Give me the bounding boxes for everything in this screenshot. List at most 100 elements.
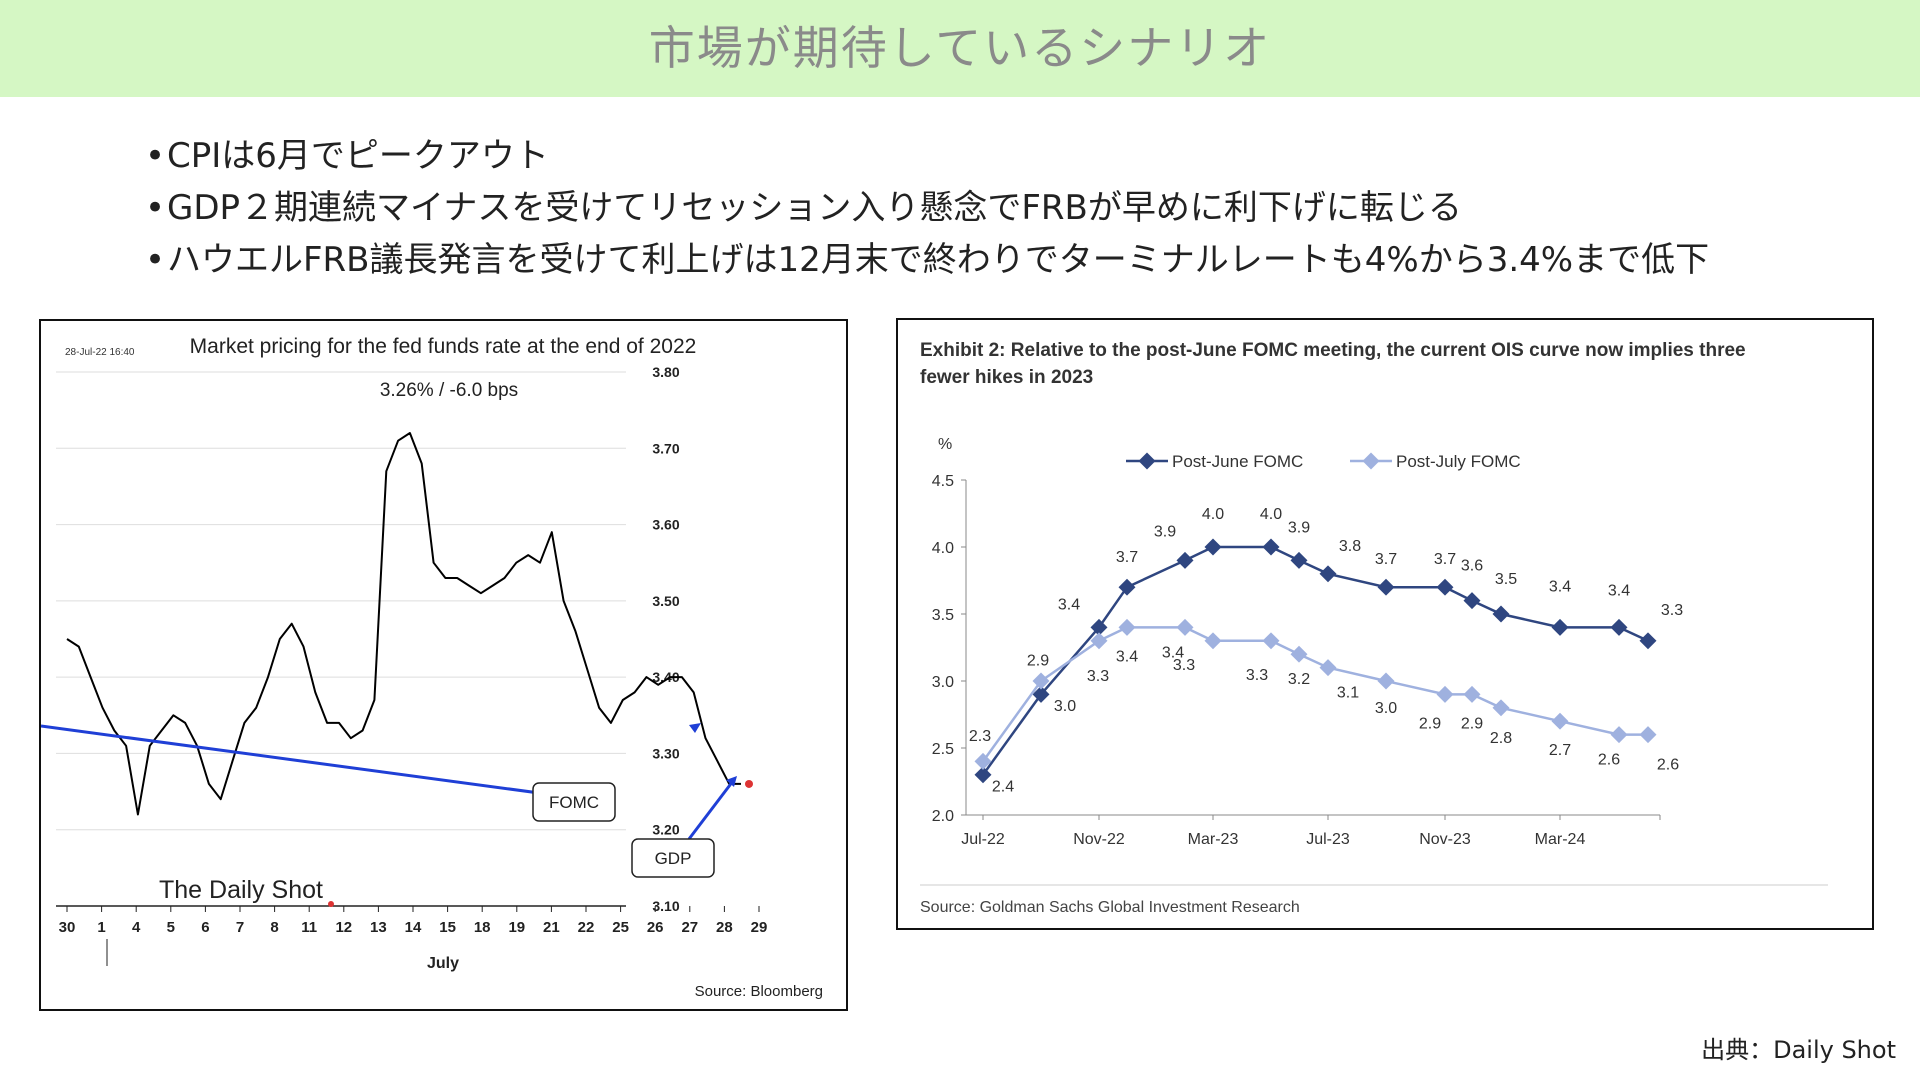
data-point [1551,712,1569,730]
data-label: 4.0 [1202,506,1224,523]
chart-title: Market pricing for the fed funds rate at… [190,335,697,358]
x-tick-label: 28 [716,919,733,936]
data-point [1262,538,1280,556]
chart-subtitle: 3.26% / -6.0 bps [380,380,518,401]
data-label: 3.7 [1116,549,1138,566]
data-label: 3.8 [1339,538,1361,555]
data-point [1118,578,1136,596]
data-label: 2.8 [1490,730,1512,747]
legend-label: Post-July FOMC [1396,452,1521,471]
x-tick-label: Mar-23 [1188,831,1239,848]
bullet-text: GDP２期連続マイナスを受けてリセッション入り懸念でFRBが早めに利下げに転じる [167,188,1462,228]
data-point [1463,685,1481,703]
x-tick-label: 1 [97,919,105,936]
last-value-dot [745,779,753,788]
data-label: 3.3 [1173,657,1195,674]
data-label: 2.9 [1461,715,1483,732]
fomc-arrow [40,724,607,804]
fomc-label-box [532,782,616,822]
data-label: 3.1 [1337,685,1359,702]
gdp-arrow-head-icon [726,776,737,787]
series [66,432,753,816]
data-label: 4.0 [1260,506,1282,523]
data-label: 3.9 [1154,523,1176,540]
data-point [974,766,992,784]
data-label: 2.9 [1027,652,1049,669]
data-label: 2.6 [1598,752,1620,769]
x-tick-label: 5 [167,919,175,936]
x-tick-label: 6 [201,919,209,936]
x-tick-label: Nov-23 [1419,831,1471,848]
y-tick-label: 2.5 [932,741,954,758]
x-tick-label: 19 [508,919,525,936]
data-point [1290,645,1308,663]
data-point [1377,672,1395,690]
bullet-list: •CPIは6月でピークアウト •GDP２期連続マイナスを受けてリセッション入り懸… [145,130,1709,286]
legend-label: Post-June FOMC [1172,452,1303,471]
data-point [1610,618,1628,636]
y-axis-unit: % [938,436,952,453]
data-label: 3.3 [1661,602,1683,619]
series-line [981,545,1649,776]
bullet-dot-icon: • [145,240,166,280]
fomc-label: FOMC [549,793,599,812]
data-label: 3.2 [1288,671,1310,688]
data-point [1319,565,1337,583]
ois-curve-chart-panel: Exhibit 2: Relative to the post-June FOM… [896,318,1874,930]
legend-marker-icon [1362,452,1380,470]
grid [56,371,626,907]
y-axis: 3.80 3.70 3.60 3.50 3.40 3.30 3.20 3.10 [652,364,679,914]
x-tick-label: Jul-23 [1306,831,1350,848]
data-point [1463,592,1481,610]
chart-timestamp: 28-Jul-22 16:40 [65,347,135,358]
data-point [1204,538,1222,556]
slide-header: 市場が期待しているシナリオ [0,0,1920,97]
data-point [1492,699,1510,717]
x-axis: 30 1 4 5 6 7 8 11 12 13 14 15 18 19 21 22 25 26 27 28 29 [56,905,768,936]
data-point [1551,618,1569,636]
data-point [1639,632,1657,650]
data-point [1492,605,1510,623]
data-point [1176,618,1194,636]
x-tick-label: 29 [751,919,768,936]
data-label: 3.5 [1495,571,1517,588]
data-label: 3.3 [1246,667,1268,684]
chart-title-line-2: fewer hikes in 2023 [920,367,1093,388]
chart-source: Source: Bloomberg [695,983,823,1000]
x-tick-label: 21 [543,919,560,936]
data-label: 3.9 [1288,519,1310,536]
data-point [1262,632,1280,650]
data-label: 2.6 [1657,757,1679,774]
data-label: 3.4 [1058,596,1080,613]
y-tick-label: 3.60 [652,517,679,533]
x-tick-label: 7 [236,919,244,936]
data-label: 3.7 [1434,551,1456,568]
data-point [1436,578,1454,596]
x-axis-label: July [427,955,459,972]
y-tick-label: 3.40 [652,669,679,685]
data-label: 3.6 [1461,558,1483,575]
data-point [1204,632,1222,650]
x-tick-label: 15 [439,919,456,936]
fed-funds-chart: 28-Jul-22 16:40 Market pricing for the f… [40,335,823,1000]
data-label: 2.4 [992,778,1014,795]
fomc-arrow-head-icon [689,723,701,733]
y-tick-label: 3.0 [932,674,954,691]
x-tick-label: 27 [681,919,698,936]
bullet-text: ハウエルFRB議長発言を受けて利上げは12月末で終わりでターミナルレートも4%か… [167,240,1710,280]
daily-shot-logo: The Daily Shot [159,876,323,904]
data-point [1090,632,1108,650]
series-line [981,626,1648,763]
chart-source: Source: Goldman Sachs Global Investment … [920,899,1300,916]
data-label: 3.4 [1549,578,1571,595]
data-point [1610,726,1628,744]
gdp-label-box [631,838,715,878]
bullet-item: •GDP２期連続マイナスを受けてリセッション入り懸念でFRBが早めに利下げに転じ… [145,182,1709,234]
citation: 出典：Daily Shot [1701,1036,1896,1064]
data-label: 3.0 [1054,698,1076,715]
data-point [1290,551,1308,569]
x-tick-label: 4 [132,919,141,936]
data-point [1377,578,1395,596]
x-tick-label: 12 [335,919,352,936]
y-tick-label: 3.80 [652,364,679,380]
